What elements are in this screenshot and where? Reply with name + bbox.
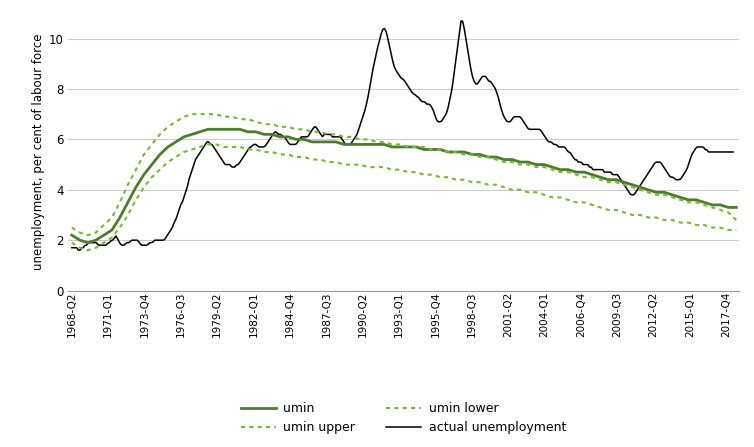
Line: umin upper: umin upper — [72, 114, 736, 235]
umin — [67, 232, 76, 238]
umin upper — [75, 230, 84, 235]
umin upper — [379, 139, 388, 144]
umin — [379, 142, 388, 147]
umin — [412, 144, 421, 150]
umin lower — [412, 169, 421, 175]
umin lower — [67, 240, 76, 245]
actual unemployment — [75, 248, 84, 253]
umin — [620, 180, 629, 185]
umin upper — [731, 217, 740, 223]
actual unemployment — [308, 126, 317, 131]
umin lower — [83, 248, 92, 253]
umin lower — [204, 142, 213, 147]
actual unemployment — [157, 237, 166, 243]
umin lower — [731, 228, 740, 233]
Line: umin lower: umin lower — [72, 144, 736, 250]
actual unemployment — [621, 184, 630, 190]
umin upper — [67, 225, 76, 230]
umin lower — [620, 210, 629, 215]
umin upper — [620, 182, 629, 187]
umin lower — [75, 245, 84, 250]
umin upper — [115, 200, 124, 205]
Line: umin: umin — [72, 129, 736, 243]
umin upper — [83, 232, 92, 238]
umin upper — [412, 144, 421, 150]
umin upper — [587, 174, 596, 180]
actual unemployment — [375, 38, 384, 43]
Y-axis label: unemployment, per cent of labour force: unemployment, per cent of labour force — [32, 34, 44, 270]
umin — [587, 172, 596, 177]
actual unemployment — [408, 90, 417, 95]
actual unemployment — [67, 245, 76, 250]
umin lower — [587, 202, 596, 207]
actual unemployment — [456, 18, 465, 24]
umin — [731, 205, 740, 210]
umin lower — [379, 164, 388, 170]
umin — [83, 240, 92, 245]
umin upper — [188, 111, 197, 117]
umin — [75, 237, 84, 243]
actual unemployment — [728, 149, 737, 155]
umin — [204, 127, 213, 132]
actual unemployment — [523, 126, 532, 131]
Legend: umin, umin upper, umin lower, actual unemployment: umin, umin upper, umin lower, actual une… — [241, 402, 566, 434]
Line: actual unemployment: actual unemployment — [72, 21, 733, 250]
umin lower — [115, 225, 124, 230]
umin — [115, 215, 124, 220]
